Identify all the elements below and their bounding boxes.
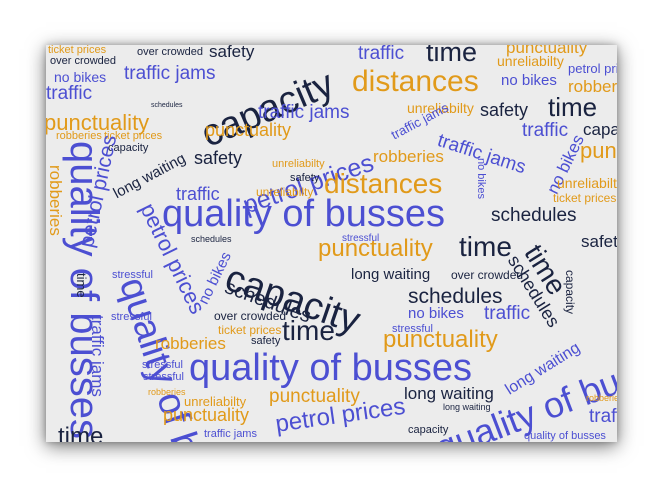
word: traffic (176, 184, 220, 204)
word: traffic (484, 303, 531, 324)
word: quality of busses (524, 430, 606, 442)
word: unreliabilty (184, 394, 247, 409)
word: over crowded (50, 55, 117, 67)
word: over crowded (214, 309, 287, 323)
word: robberies (568, 77, 617, 96)
word: safety (290, 172, 320, 184)
word: schedules (491, 205, 577, 226)
word: time (74, 273, 89, 298)
word: no bikes (408, 305, 464, 322)
word-cloud: ticket prices over crowded safety traffi… (46, 45, 617, 442)
word: stressful (342, 233, 380, 244)
word: traffic jams (88, 315, 107, 397)
word: traffic (358, 45, 405, 64)
word: stressful (143, 371, 184, 383)
word: quality of busses (189, 347, 473, 389)
word: schedules (151, 102, 183, 109)
word: unreliabilty (272, 158, 325, 170)
word: punctuality (269, 386, 360, 407)
word: unreliabilty (407, 100, 474, 116)
word: traffic jams (124, 63, 216, 84)
word: robberies (148, 387, 186, 397)
word: robberies (56, 130, 102, 142)
word: time (426, 45, 478, 67)
word: stressful (111, 311, 152, 323)
word: safety (480, 100, 529, 120)
word: punctuality (46, 110, 150, 135)
word: time (548, 92, 598, 122)
word: traffic (589, 406, 617, 427)
word: safety (194, 148, 243, 168)
word: schedules (408, 285, 503, 308)
word: punctuality (205, 120, 292, 140)
word: stressful (142, 359, 183, 371)
word: robberies (373, 147, 444, 166)
word: time (459, 231, 512, 262)
word: capacity (408, 424, 449, 436)
word: traffic jams (258, 102, 350, 123)
word: capacity (583, 120, 617, 139)
word: unreliabilty (497, 53, 564, 69)
word: over crowded (137, 46, 204, 58)
word: traffic (46, 83, 93, 104)
word: traffic (522, 120, 569, 141)
word: punctuality (383, 326, 498, 353)
word: no bikes (475, 158, 487, 199)
word: stressful (392, 323, 433, 335)
word: ticket prices (218, 323, 282, 337)
word: robberies (586, 393, 617, 403)
word: robberies (155, 334, 226, 353)
word: time (282, 315, 335, 346)
word: punctuality (163, 405, 250, 425)
word: traffic jams (204, 428, 257, 440)
word: schedules (191, 234, 232, 244)
word: punctuality (318, 235, 433, 262)
word: over crowded (451, 268, 524, 282)
word: unreliabilty (256, 185, 314, 199)
word: distances (324, 168, 443, 199)
word: ticket prices (553, 191, 617, 205)
word: long waiting (443, 402, 491, 412)
word: punctuality (580, 138, 617, 163)
word: safety (209, 45, 255, 61)
word: capacity (108, 142, 149, 154)
word: no bikes (54, 69, 107, 85)
word: unreliabilty (557, 175, 617, 191)
word: ticket prices (48, 45, 107, 56)
word: robberies (46, 165, 65, 236)
word: stressful (112, 269, 153, 281)
word: punctuality (506, 45, 588, 57)
word: distances (352, 65, 479, 98)
word: petrol prices (568, 61, 617, 76)
word: safety (581, 232, 617, 251)
word: long waiting (404, 384, 494, 403)
word: ticket prices (104, 130, 163, 142)
word: capacity (563, 270, 577, 315)
word: time (58, 423, 104, 443)
word: long waiting (351, 266, 431, 283)
word: safety (251, 335, 281, 347)
word: quality of busses (162, 193, 446, 235)
word: no bikes (501, 72, 557, 89)
